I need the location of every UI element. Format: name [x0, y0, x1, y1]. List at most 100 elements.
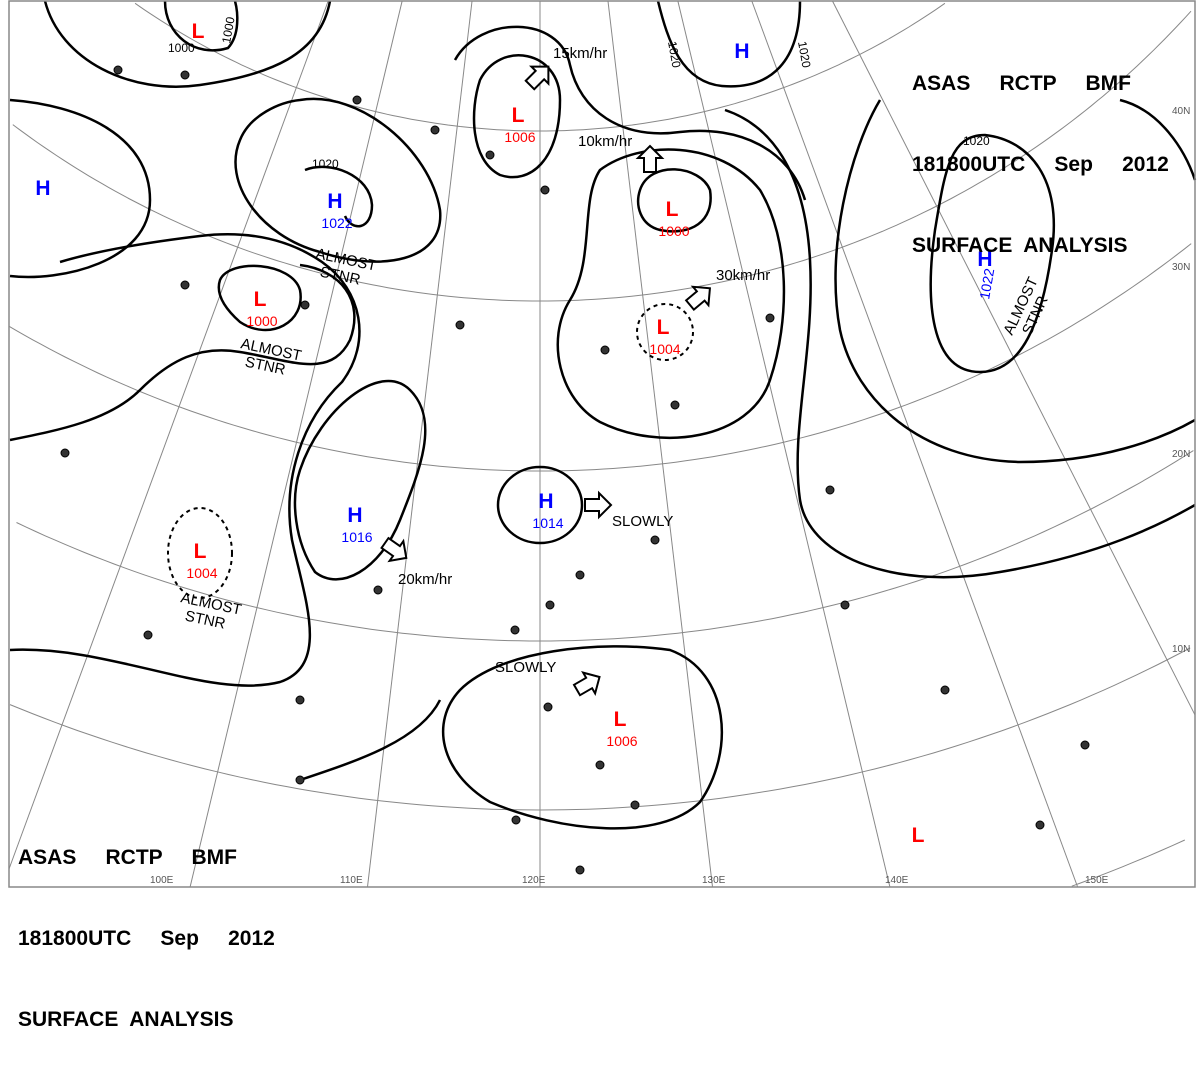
station-plot — [510, 625, 520, 635]
station-plot — [1035, 820, 1045, 830]
low-symbol: L — [912, 824, 925, 847]
high-pressure-center: H 1014 — [532, 490, 563, 531]
low-symbol: L — [614, 708, 627, 731]
motion-arrow-icon — [572, 671, 601, 697]
low-symbol: L — [512, 104, 525, 127]
central-pressure: 1006 — [504, 129, 535, 145]
station-plot — [595, 760, 605, 770]
high-symbol: H — [347, 504, 362, 527]
title-block-top-right: ASAS RCTP BMF 181800UTC Sep 2012 SURFACE… — [912, 16, 1169, 313]
motion-speed-label: 10km/hr — [578, 133, 632, 150]
isobar — [163, 0, 239, 52]
map-border — [8, 0, 1196, 888]
isobars: 1000 1000 1020 1020 1020 1020 — [9, 0, 1197, 830]
longitude-label: 140E — [885, 875, 909, 886]
longitude-line — [8, 0, 329, 870]
motion-arrow-icon — [684, 285, 712, 312]
isobar — [556, 148, 786, 440]
isobar — [9, 98, 152, 279]
high-pressure-center: H — [734, 40, 749, 63]
station-plot — [300, 300, 310, 310]
longitude-line — [677, 0, 891, 888]
isobar — [656, 0, 802, 88]
longitude-label: 130E — [702, 875, 726, 886]
station-plot — [840, 600, 850, 610]
low-pressure-center: L — [912, 824, 925, 847]
title-line-2: 181800UTC Sep 2012 — [912, 153, 1169, 176]
longitude-line — [607, 0, 714, 888]
central-pressure: 1004 — [186, 565, 217, 581]
isobar — [724, 108, 1196, 579]
motion-speed-label: SLOWLY — [495, 659, 556, 676]
central-pressure: 1014 — [532, 515, 563, 531]
isobar-value-label: 1000 — [168, 41, 195, 55]
high-symbol: H — [327, 190, 342, 213]
low-pressure-center: L 1006 — [504, 104, 535, 145]
latitude-label: 20N — [1172, 449, 1190, 460]
longitude-label: 150E — [1085, 875, 1109, 886]
station-plot — [295, 695, 305, 705]
station-plot — [545, 600, 555, 610]
motion-arrow-icon — [380, 536, 408, 563]
almost-stationary-label: ALMOSTSTNR — [176, 589, 243, 635]
station-plot — [575, 865, 585, 875]
weather-map: 10N 20N 30N 40N 100E 110E 120E 130E 140E 150E 100… — [8, 0, 1197, 1031]
motion-arrow-icon — [524, 65, 550, 91]
station-plot — [352, 95, 362, 105]
station-plot — [540, 185, 550, 195]
isobar-value-label: 1020 — [665, 40, 683, 69]
high-symbol: H — [35, 177, 50, 200]
surface-analysis-chart: 10N 20N 30N 40N 100E 110E 120E 130E 140E 150E 100… — [8, 0, 1197, 888]
latitude-label: 30N — [1172, 262, 1190, 273]
longitude-line — [189, 0, 403, 888]
isobar — [441, 645, 724, 830]
longitude-label: 100E — [150, 875, 174, 886]
motion-speed-label: 15km/hr — [553, 45, 607, 62]
motion-speed-label: 30km/hr — [716, 267, 770, 284]
station-plot — [295, 775, 305, 785]
motion-speed-label: 20km/hr — [398, 571, 452, 588]
latitude-line — [1071, 839, 1186, 887]
high-pressure-center: H 1016 — [341, 504, 372, 545]
isobar — [496, 465, 584, 545]
isobar — [304, 165, 374, 228]
title-block-bottom-left: ASAS RCTP BMF 181800UTC Sep 2012 SURFACE… — [18, 790, 275, 1087]
low-symbol: L — [254, 288, 267, 311]
high-symbol: H — [538, 490, 553, 513]
isobar — [1119, 98, 1197, 181]
station-plot — [455, 320, 465, 330]
longitude-label: 110E — [340, 875, 363, 886]
station-plot — [113, 65, 123, 75]
isobar-dashed — [636, 303, 694, 361]
station-plot — [575, 570, 585, 580]
station-plot — [630, 800, 640, 810]
isobar — [217, 264, 302, 332]
high-symbol: H — [734, 40, 749, 63]
central-pressure: 1004 — [649, 341, 680, 357]
central-pressure: 1016 — [341, 529, 372, 545]
motion-arrow-icon — [584, 490, 613, 520]
isobar — [43, 0, 332, 88]
station-plot — [600, 345, 610, 355]
low-symbol: L — [657, 316, 670, 339]
motion-arrow-icon — [635, 144, 665, 173]
longitude-label: 120E — [522, 875, 546, 886]
central-pressure: 1022 — [976, 267, 997, 301]
station-plot — [940, 685, 950, 695]
isobar — [293, 379, 427, 581]
isobar — [234, 97, 442, 263]
almost-stationary-label: ALMOSTSTNR — [311, 245, 378, 291]
station-plot — [825, 485, 835, 495]
high-pressure-center: H — [35, 177, 50, 200]
station-plot — [430, 125, 440, 135]
central-pressure: 1000 — [658, 223, 689, 239]
isobar — [636, 168, 712, 233]
low-pressure-center: L — [192, 20, 205, 43]
station-plot — [180, 280, 190, 290]
low-pressure-center: L 1004 — [649, 316, 680, 357]
low-pressure-center: L 1000 — [246, 288, 277, 329]
isobar-value-label: 1020 — [795, 40, 813, 69]
isobar-dashed — [167, 507, 233, 599]
isobar-value-label: 1020 — [963, 134, 990, 148]
low-pressure-center: L 1000 — [658, 198, 689, 239]
